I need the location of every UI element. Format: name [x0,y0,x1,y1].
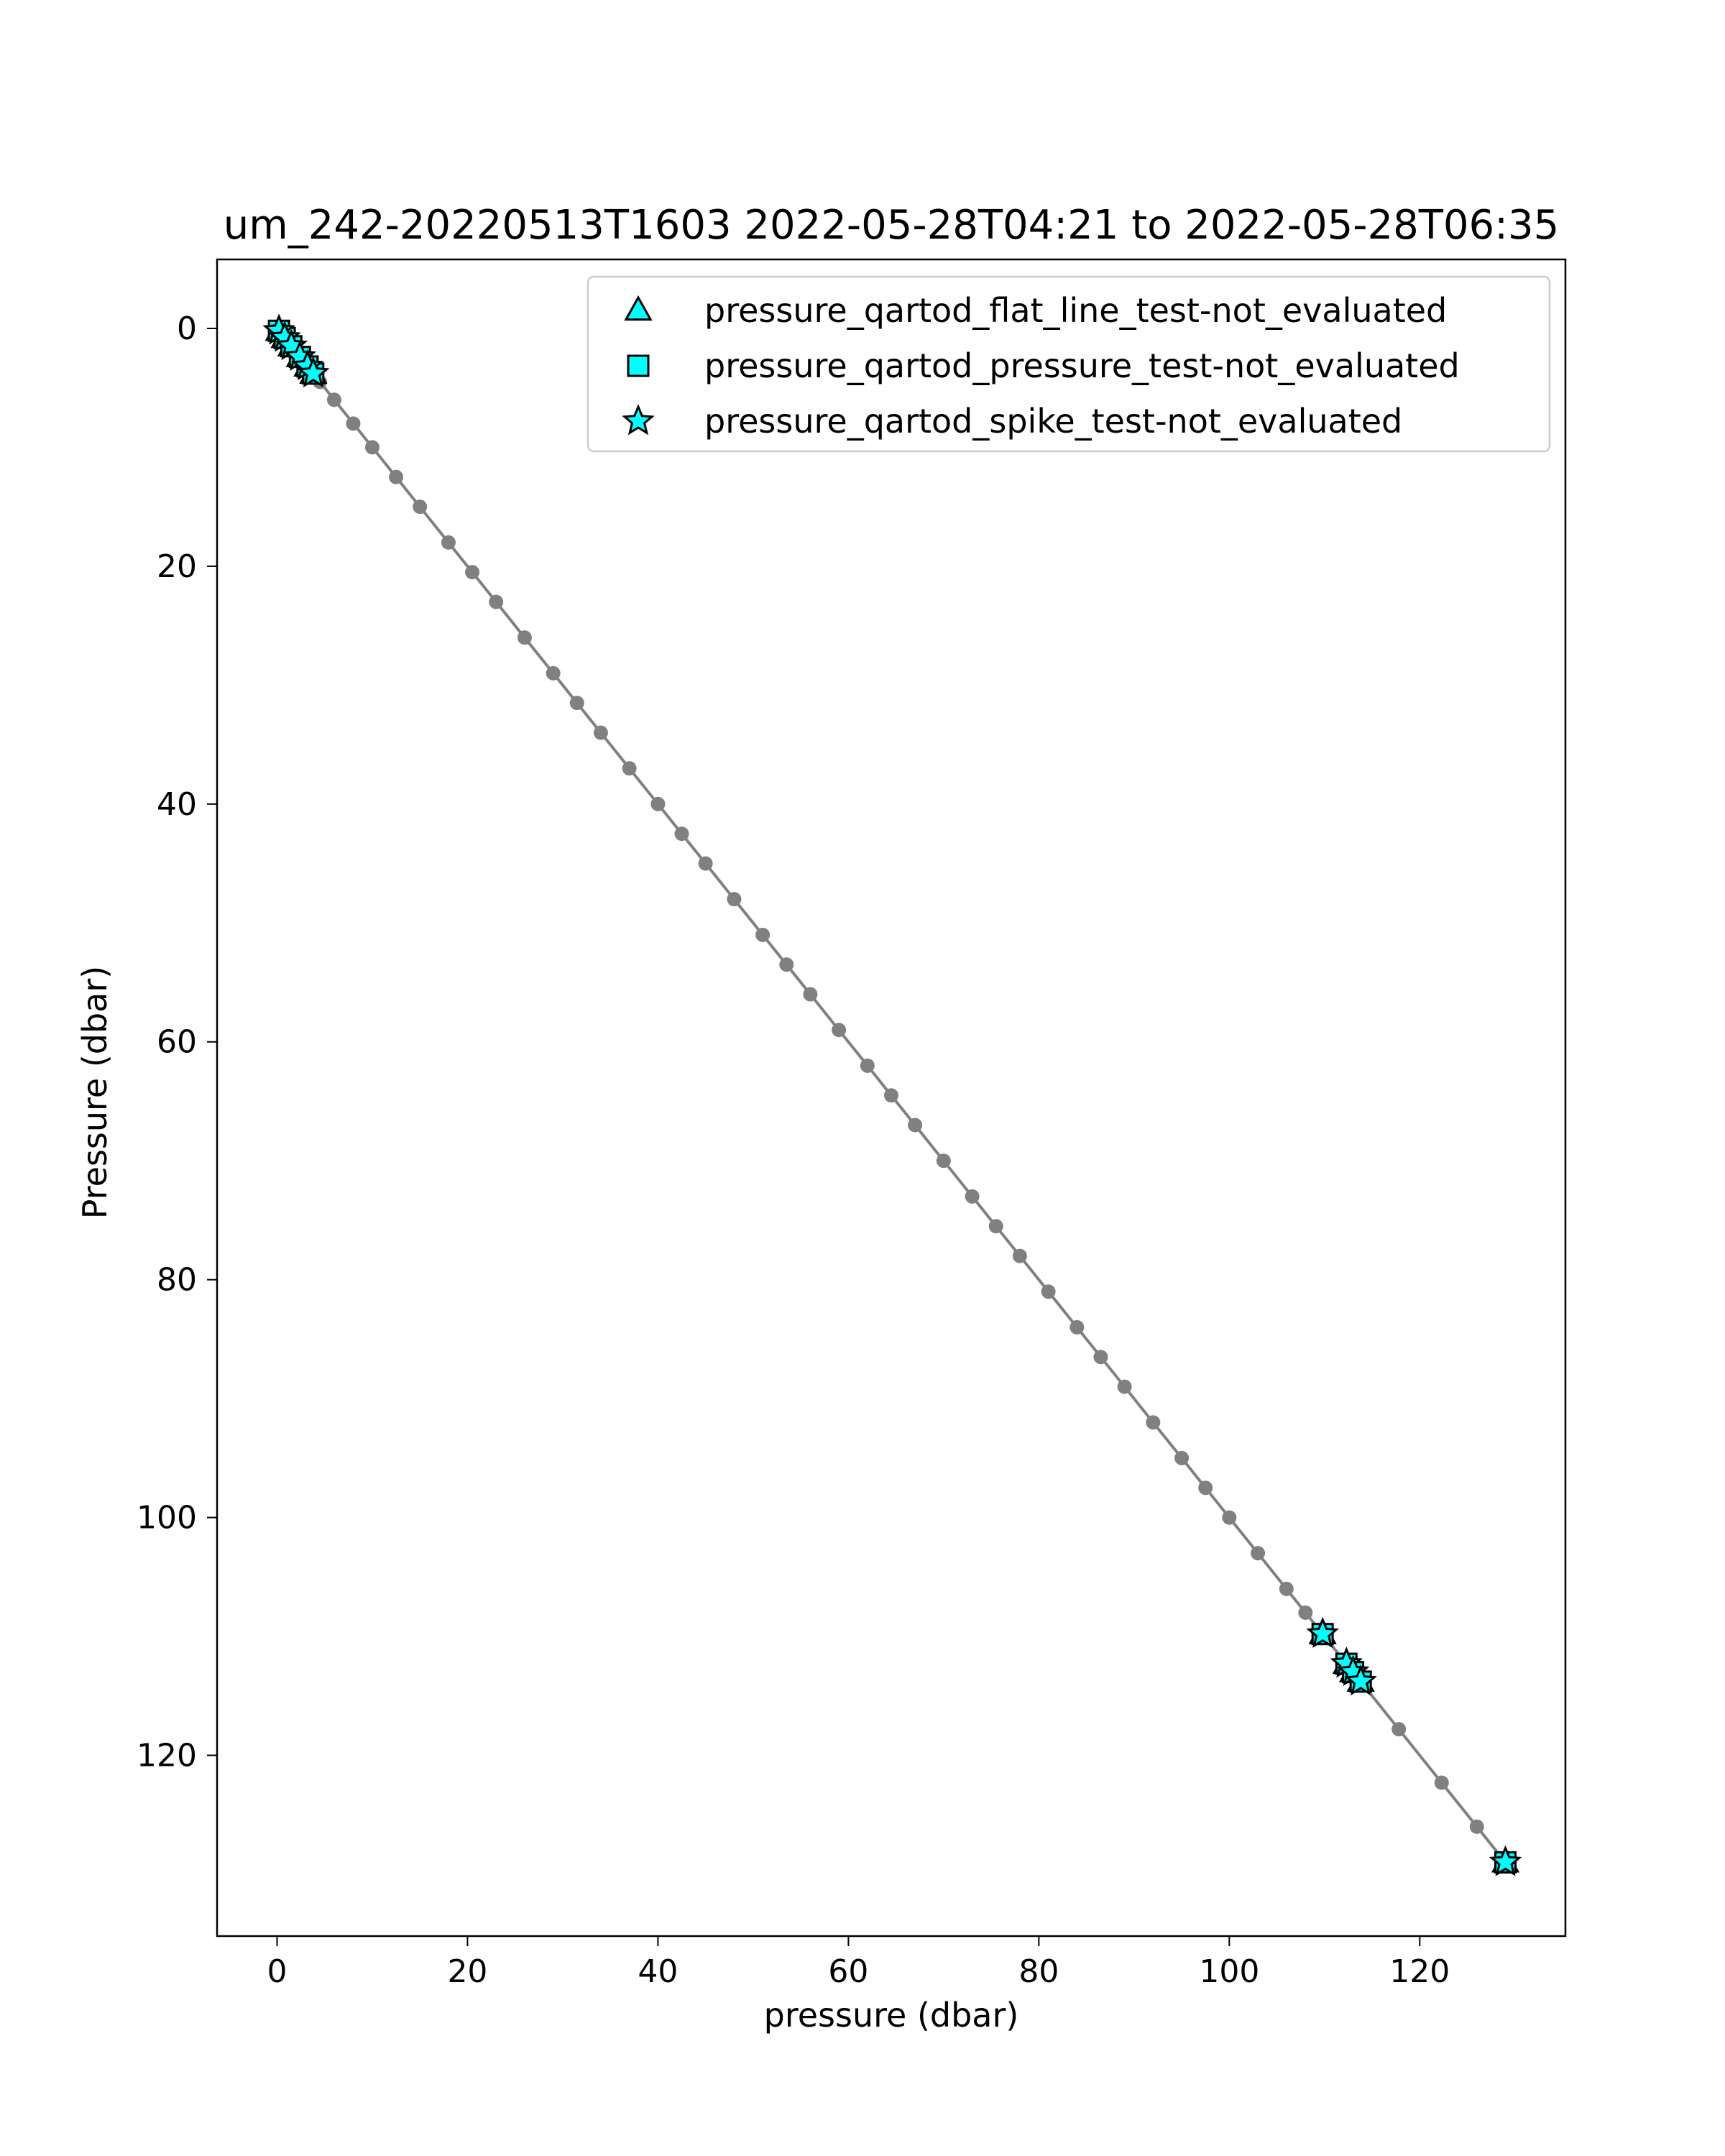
profile-point [755,927,770,942]
profile-point [389,469,404,484]
profile-point [1279,1581,1294,1596]
profile-point [326,392,341,407]
profile-point [1392,1722,1407,1737]
y-axis: 0 20 40 60 80 100 120 [137,310,217,1774]
profile-point [936,1153,951,1169]
x-tick-label: 100 [1199,1953,1259,1990]
profile-point [1174,1450,1190,1465]
profile-point [1070,1319,1085,1335]
profile-point [1251,1546,1266,1561]
plot-frame [216,258,1567,1938]
x-axis-label: pressure (dbar) [764,1996,1019,2035]
y-tick-label: 100 [137,1500,197,1537]
profile-point [569,696,584,711]
y-tick-label: 120 [137,1737,197,1774]
profile-point [1469,1819,1484,1834]
y-tick-label: 60 [157,1024,197,1061]
x-tick-label: 20 [447,1953,487,1990]
profile-point [803,987,818,1002]
profile-point [1198,1480,1213,1496]
profile-point [517,630,532,645]
star-marker [297,356,330,388]
profile-point [1222,1510,1237,1525]
profile-point [698,856,713,871]
profile-point [1434,1775,1449,1790]
star-marker [1306,1616,1339,1649]
profile-point [1041,1284,1056,1299]
y-tick-label: 80 [157,1262,197,1299]
profile-point [346,416,361,431]
x-tick-label: 0 [267,1953,287,1990]
legend-entry: pressure_qartod_flat_line_test-not_evalu… [704,291,1447,330]
profile-point [546,665,561,681]
x-tick-label: 80 [1018,1953,1059,1990]
profile-point [860,1058,875,1073]
plot-content [262,313,1522,1876]
y-tick-label: 0 [177,310,197,347]
x-tick-label: 120 [1389,1953,1450,1990]
x-tick-label: 60 [828,1953,868,1990]
legend-entry: pressure_qartod_spike_test-not_evaluated [704,402,1402,441]
profile-point [489,594,504,609]
profile-point [1298,1605,1313,1620]
profile-point [593,725,608,740]
profile-point [441,535,456,550]
legend-entry: pressure_qartod_pressure_test-not_evalua… [704,346,1460,385]
y-tick-label: 20 [157,548,197,585]
profile-point [1117,1379,1132,1394]
profile-point [465,565,480,580]
y-tick-label: 40 [157,786,197,823]
plot-area [216,258,1567,1938]
y-axis-label: Pressure (dbar) [75,966,114,1219]
profile-point [988,1219,1003,1234]
profile-point [727,892,742,907]
legend-star-marker [622,404,655,436]
profile-point [832,1023,847,1038]
x-tick-label: 40 [638,1953,678,1990]
chart-title: um_242-20220513T1603 2022-05-28T04:21 to… [224,202,1560,249]
profile-point [908,1118,923,1133]
legend-triangle-marker [624,295,653,321]
profile-point [779,957,794,972]
profile-point [884,1088,898,1103]
x-axis: 0 20 40 60 80 100 120 [267,1936,1450,1990]
star-marker [1344,1664,1377,1696]
profile-point [364,440,380,455]
legend-square-marker [627,354,650,377]
star-marker [1489,1845,1522,1876]
profile-point [1093,1350,1108,1365]
profile-point [965,1189,980,1204]
legend-box [586,275,1551,453]
profile-point [1012,1248,1027,1263]
profile-point [674,826,689,842]
profile-point [413,499,428,515]
profile-point [1146,1415,1161,1430]
legend: pressure_qartod_flat_line_test-not_evalu… [586,275,1551,453]
profile-point [650,796,666,811]
profile-point [622,761,637,776]
